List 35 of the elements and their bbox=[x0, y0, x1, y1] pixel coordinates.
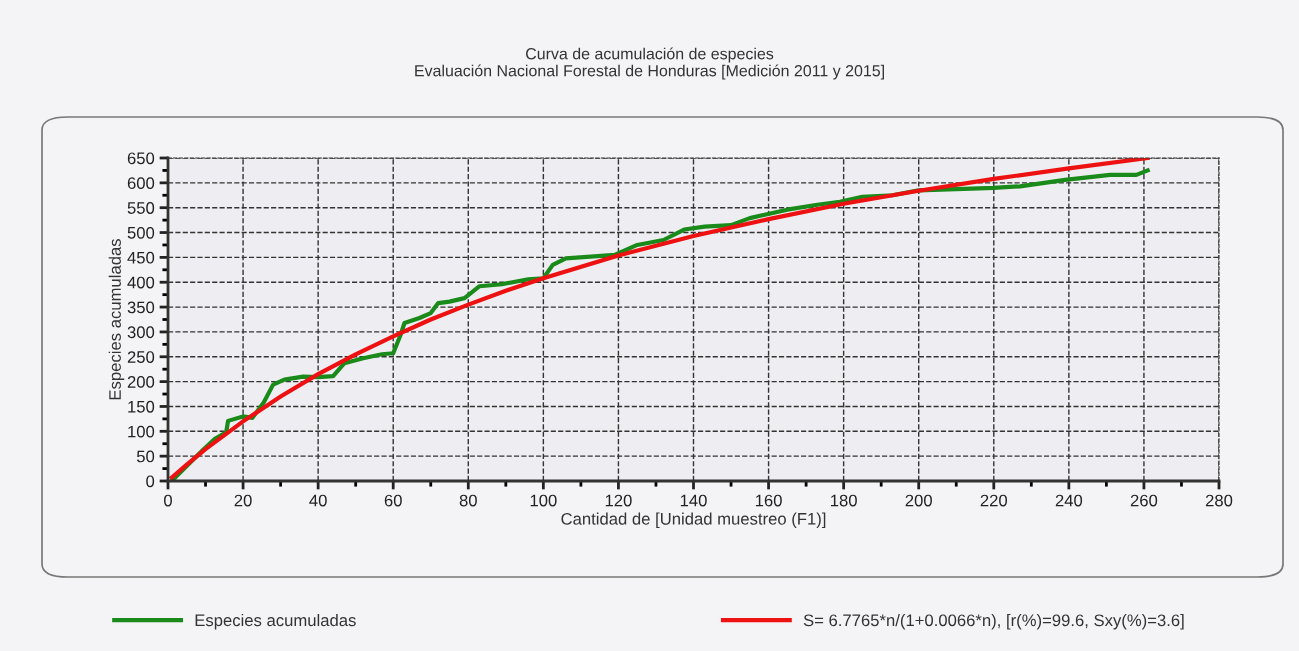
x-tick-label: 120 bbox=[605, 494, 632, 507]
x-tick-label: 20 bbox=[234, 494, 252, 507]
legend-label: Especies acumuladas bbox=[195, 613, 356, 630]
x-tick-label: 80 bbox=[459, 494, 477, 507]
x-tick-label: 240 bbox=[1055, 494, 1083, 507]
x-tick-label: 0 bbox=[164, 494, 172, 507]
y-tick-label: 200 bbox=[127, 376, 155, 388]
x-tick-label: 160 bbox=[755, 494, 782, 507]
x-axis-title: Cantidad de [Unidad muestreo (F1)] bbox=[561, 512, 826, 529]
x-tick-label: 220 bbox=[980, 494, 1008, 507]
x-tick-label: 280 bbox=[1205, 494, 1233, 507]
y-tick-label: 600 bbox=[127, 177, 155, 190]
x-tick-label: 60 bbox=[384, 494, 402, 507]
y-tick-label: 550 bbox=[127, 202, 155, 214]
y-tick-label: 150 bbox=[128, 400, 155, 413]
x-tick-label: 200 bbox=[905, 494, 932, 507]
y-tick-label: 350 bbox=[127, 301, 155, 314]
y-tick-label: 100 bbox=[128, 425, 155, 438]
y-axis-title: Especies acumuladas bbox=[108, 239, 125, 400]
x-tick-label: 140 bbox=[680, 494, 707, 507]
x-tick-label: 100 bbox=[530, 494, 557, 507]
y-tick-label: 450 bbox=[127, 251, 155, 264]
y-tick-label: 300 bbox=[127, 326, 155, 339]
y-tick-label: 250 bbox=[127, 351, 155, 363]
chart-title: Curva de acumulación de especies bbox=[526, 47, 774, 63]
x-tick-label: 40 bbox=[309, 494, 327, 507]
y-tick-label: 650 bbox=[127, 152, 155, 165]
chart-subtitle: Evaluación Nacional Forestal de Honduras [Medición 2011 y 2015] bbox=[415, 64, 884, 80]
y-tick-label: 0 bbox=[146, 475, 155, 488]
legend-label: S= 6.7765*n/(1+0.0066*n), [r(%)=99.6, Sxy(%)=3.6] bbox=[803, 613, 1184, 630]
x-tick-label: 180 bbox=[831, 494, 857, 507]
y-tick-label: 400 bbox=[127, 276, 155, 289]
y-tick-label: 500 bbox=[127, 226, 155, 239]
y-tick-label: 50 bbox=[136, 450, 155, 463]
x-tick-label: 260 bbox=[1130, 494, 1158, 507]
